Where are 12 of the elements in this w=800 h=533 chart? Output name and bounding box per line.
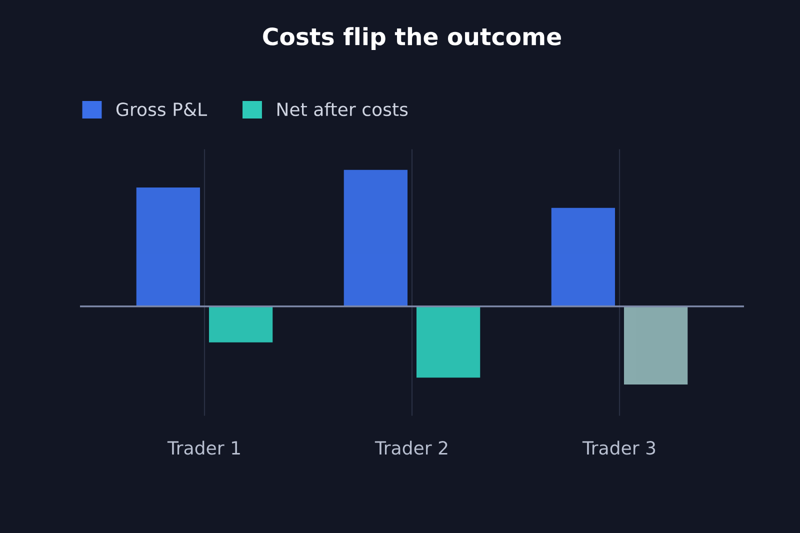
bar [344, 170, 408, 308]
bar [551, 208, 616, 308]
bar [624, 306, 688, 384]
legend-label: Net after costs [277, 102, 408, 116]
legend-label: Gross P&L [116, 102, 208, 116]
x-tick-label: Trader 2 [374, 440, 448, 455]
x-tick-label: Trader 1 [167, 440, 240, 455]
chart-title: Costs flip the outcome [263, 27, 561, 50]
bar [136, 188, 200, 308]
bar [208, 306, 273, 342]
x-tick-label: Trader 3 [582, 440, 656, 455]
bar [416, 306, 480, 378]
